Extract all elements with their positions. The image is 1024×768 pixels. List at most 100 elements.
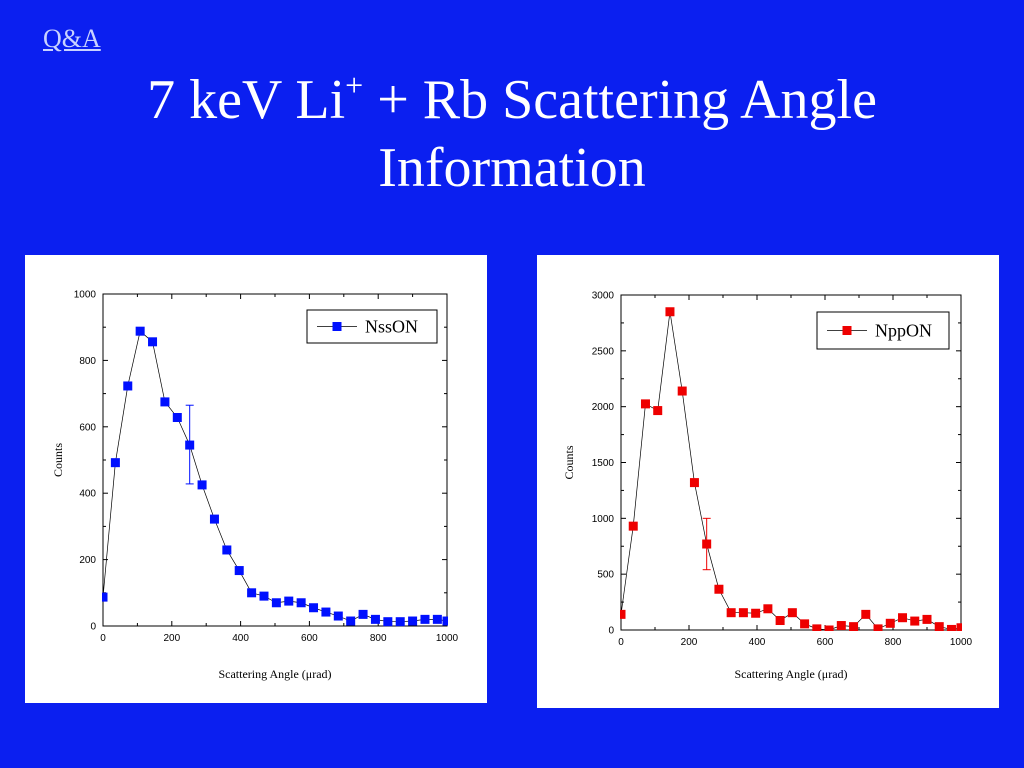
data-point xyxy=(135,326,145,336)
y-axis-label: Counts xyxy=(51,443,65,477)
data-point xyxy=(259,591,269,601)
data-point xyxy=(677,386,687,396)
data-point xyxy=(800,619,810,629)
data-points xyxy=(102,326,448,627)
data-point xyxy=(836,621,846,631)
data-point xyxy=(358,609,368,619)
data-point xyxy=(247,588,257,598)
x-tick-label: 200 xyxy=(163,633,180,644)
data-point xyxy=(738,608,748,618)
chart-nsson: 0 200 400 600 800 1000 0 200 400 600 800 1000 Scatte… xyxy=(51,290,459,682)
series-line xyxy=(620,311,962,631)
data-point xyxy=(861,609,871,619)
data-point xyxy=(689,478,699,488)
y-tick-label: 800 xyxy=(79,356,96,367)
data-point xyxy=(309,603,319,613)
data-point xyxy=(751,608,761,618)
data-point xyxy=(209,514,219,524)
data-points xyxy=(620,307,962,631)
data-point xyxy=(910,616,920,626)
data-point xyxy=(234,566,244,576)
data-point xyxy=(620,609,626,619)
x-tick-label: 1000 xyxy=(950,637,973,648)
data-point xyxy=(885,618,895,628)
data-point xyxy=(934,622,944,631)
data-point xyxy=(296,598,306,608)
data-point xyxy=(787,608,797,618)
data-point xyxy=(726,608,736,618)
x-tick-label: 1000 xyxy=(436,633,459,644)
y-tick-label: 3000 xyxy=(592,291,615,302)
data-point xyxy=(370,614,380,624)
data-point xyxy=(148,337,158,347)
data-point xyxy=(442,616,448,626)
data-point xyxy=(383,617,393,627)
data-point xyxy=(946,624,956,631)
legend-box xyxy=(306,309,438,344)
x-tick-label: 800 xyxy=(885,637,902,648)
y-tick-label: 0 xyxy=(608,626,614,637)
chart-panel-nppon: 0 200 400 600 800 1000 0 500 1000 1500 2000 2500 300… xyxy=(537,255,999,708)
data-point xyxy=(123,381,133,391)
x-axis-label: Scattering Angle (μrad) xyxy=(218,667,331,681)
x-tick-label: 800 xyxy=(370,633,387,644)
data-point xyxy=(172,413,182,423)
legend: NppON xyxy=(816,311,950,350)
data-point xyxy=(714,584,724,594)
y-tick-label: 500 xyxy=(597,570,614,581)
data-point xyxy=(640,399,650,409)
y-tick-label: 2000 xyxy=(592,402,615,413)
data-point xyxy=(775,616,785,626)
data-point xyxy=(702,539,712,549)
x-tick-label: 400 xyxy=(232,633,249,644)
data-point xyxy=(665,307,675,317)
title-line-1: 7 keV Li+ + Rb Scattering Angle xyxy=(0,66,1024,134)
data-point xyxy=(420,614,430,624)
data-point xyxy=(160,397,170,407)
legend-marker xyxy=(842,326,852,335)
y-tick-label: 200 xyxy=(79,555,96,566)
legend-label: NssON xyxy=(365,317,418,337)
y-tick-label: 1500 xyxy=(592,458,615,469)
y-tick-label: 400 xyxy=(79,489,96,500)
x-tick-label: 0 xyxy=(618,637,624,648)
title-part-1: 7 keV Li xyxy=(147,69,346,131)
qa-link[interactable]: Q&A xyxy=(43,24,101,53)
data-point xyxy=(898,613,908,623)
data-point xyxy=(395,617,405,627)
data-point xyxy=(110,458,120,468)
data-point xyxy=(222,545,232,555)
data-point xyxy=(812,624,822,631)
y-tick-label: 1000 xyxy=(592,514,615,525)
data-point xyxy=(653,406,663,416)
chart-nppon: 0 200 400 600 800 1000 0 500 1000 1500 2000 2500 300… xyxy=(562,291,973,682)
x-tick-label: 0 xyxy=(100,633,106,644)
title-part-2: + Rb Scattering Angle xyxy=(363,69,877,131)
title-line-2: Information xyxy=(378,137,646,199)
x-axis-label: Scattering Angle (μrad) xyxy=(734,667,847,681)
chart-panel-nsson: 0 200 400 600 800 1000 0 200 400 600 800 1000 Scatte… xyxy=(25,255,487,703)
y-tick-label: 1000 xyxy=(74,290,97,301)
data-point xyxy=(763,604,773,614)
legend-label: NppON xyxy=(875,321,932,341)
data-point xyxy=(197,480,207,490)
data-point xyxy=(922,614,932,624)
data-point xyxy=(185,440,195,450)
x-tick-label: 400 xyxy=(749,637,766,648)
y-tick-label: 0 xyxy=(90,622,96,633)
y-tick-label: 2500 xyxy=(592,346,615,357)
legend: NssON xyxy=(306,309,438,344)
data-point xyxy=(956,623,962,631)
x-tick-label: 200 xyxy=(681,637,698,648)
data-point xyxy=(824,625,834,631)
title-superscript: + xyxy=(345,67,364,103)
data-point xyxy=(333,611,343,621)
y-tick-label: 600 xyxy=(79,422,96,433)
series-line xyxy=(102,330,448,623)
data-point xyxy=(432,614,442,624)
data-point xyxy=(271,598,281,608)
legend-marker xyxy=(332,322,342,331)
data-point xyxy=(628,521,638,531)
x-tick-label: 600 xyxy=(301,633,318,644)
data-point xyxy=(849,622,859,631)
